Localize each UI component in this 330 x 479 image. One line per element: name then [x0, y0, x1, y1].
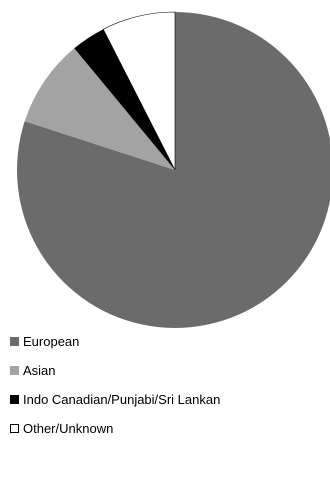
legend-swatch-indo-canadian: [10, 394, 19, 404]
pie-chart: [17, 11, 330, 328]
pie-slice-other-unknown: [102, 11, 176, 171]
legend-label-asian: Asian: [23, 362, 56, 378]
legend-item-asian: Asian: [10, 362, 220, 378]
pie-slice-asian: [24, 48, 176, 171]
legend-swatch-european: [10, 336, 19, 346]
legend: European Asian Indo Canadian/Punjabi/Sri…: [10, 333, 220, 449]
pie-slice-indo-canadian-punjabi-sri-lankan: [74, 29, 175, 170]
legend-label-indo-canadian: Indo Canadian/Punjabi/Sri Lankan: [23, 391, 221, 407]
legend-item-indo-canadian: Indo Canadian/Punjabi/Sri Lankan: [10, 391, 220, 407]
legend-swatch-other-unknown: [10, 423, 19, 433]
legend-item-european: European: [10, 333, 220, 349]
legend-label-european: European: [23, 333, 80, 349]
legend-item-other-unknown: Other/Unknown: [10, 420, 220, 436]
pie-slice-european: [17, 12, 330, 328]
legend-swatch-asian: [10, 365, 19, 375]
legend-label-other-unknown: Other/Unknown: [23, 420, 114, 436]
